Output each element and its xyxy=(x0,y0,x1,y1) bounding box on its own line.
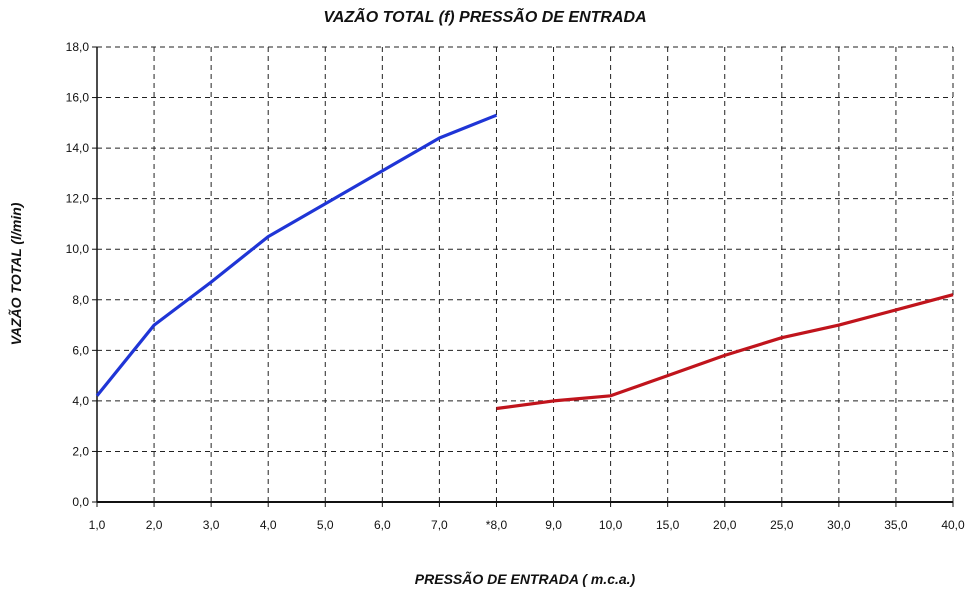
x-tick-label: 10,0 xyxy=(599,518,623,532)
x-tick-label: 9,0 xyxy=(545,518,562,532)
series-line-1 xyxy=(95,113,498,397)
y-tick-label: 16,0 xyxy=(66,91,90,105)
x-axis-label: PRESSÃO DE ENTRADA ( m.c.a.) xyxy=(415,570,636,587)
chart-title: VAZÃO TOTAL (f) PRESSÃO DE ENTRADA xyxy=(323,6,646,26)
tick-labels: 0,0 2,0 4,0 6,0 8,0 10,0 12,0 14,0 16,0 18,0 1,0 2,… xyxy=(66,40,965,532)
x-tick-label: 2,0 xyxy=(146,518,163,532)
y-tick-label: 18,0 xyxy=(66,40,90,54)
x-tick-label: 5,0 xyxy=(317,518,334,532)
y-tick-label: 12,0 xyxy=(66,192,90,206)
y-tick-label: 8,0 xyxy=(72,293,89,307)
x-tick-label: 6,0 xyxy=(374,518,391,532)
x-tick-label: 40,0 xyxy=(941,518,965,532)
y-tick-label: 10,0 xyxy=(66,242,90,256)
x-tick-label: 4,0 xyxy=(260,518,277,532)
y-tick-label: 6,0 xyxy=(72,343,89,357)
y-tick-label: 14,0 xyxy=(66,141,90,155)
grid xyxy=(97,46,954,502)
x-tick-label: 15,0 xyxy=(656,518,680,532)
x-tick-label: *8,0 xyxy=(486,518,508,532)
x-tick-label: 35,0 xyxy=(884,518,908,532)
series-line-2 xyxy=(496,293,954,411)
x-tick-label: 1,0 xyxy=(89,518,106,532)
x-tick-label: 25,0 xyxy=(770,518,794,532)
y-tick-label: 0,0 xyxy=(72,495,89,509)
y-axis-label: VAZÃO TOTAL (l/min) xyxy=(7,202,24,345)
x-tick-label: 20,0 xyxy=(713,518,737,532)
y-tick-label: 2,0 xyxy=(72,444,89,458)
axes xyxy=(92,46,954,507)
series-layer xyxy=(95,113,954,411)
x-tick-label: 7,0 xyxy=(431,518,448,532)
y-tick-label: 4,0 xyxy=(72,394,89,408)
x-tick-label: 3,0 xyxy=(203,518,220,532)
x-tick-label: 30,0 xyxy=(827,518,851,532)
